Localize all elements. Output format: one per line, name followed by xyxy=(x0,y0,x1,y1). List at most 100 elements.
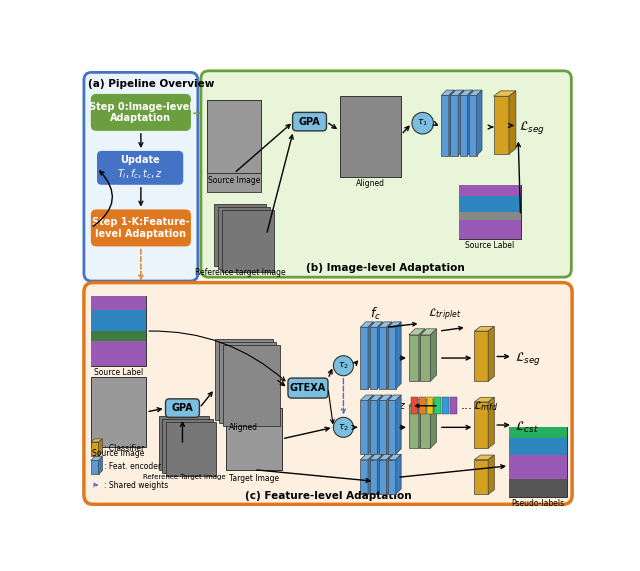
Polygon shape xyxy=(387,395,392,455)
Bar xyxy=(411,397,418,414)
Bar xyxy=(509,438,566,455)
Text: GPA: GPA xyxy=(299,116,321,127)
Text: ...: ... xyxy=(460,399,472,412)
Polygon shape xyxy=(409,335,419,381)
Text: Source Image: Source Image xyxy=(208,175,260,184)
Polygon shape xyxy=(509,91,516,154)
Polygon shape xyxy=(91,442,99,456)
Text: Step 1-K:Feature-
level Adaptation: Step 1-K:Feature- level Adaptation xyxy=(92,217,189,239)
Polygon shape xyxy=(379,395,392,400)
Text: Source Label: Source Label xyxy=(94,368,143,377)
Polygon shape xyxy=(441,90,454,95)
Text: $\tau_2$: $\tau_2$ xyxy=(338,422,349,433)
Polygon shape xyxy=(360,322,373,327)
Polygon shape xyxy=(387,322,392,389)
Polygon shape xyxy=(488,397,494,448)
Bar xyxy=(227,408,282,470)
Text: $\mathcal{L}_{mfd}$: $\mathcal{L}_{mfd}$ xyxy=(473,399,498,413)
Polygon shape xyxy=(493,91,516,96)
Polygon shape xyxy=(369,400,378,455)
Text: Source Label: Source Label xyxy=(465,241,515,250)
Polygon shape xyxy=(368,322,373,389)
Polygon shape xyxy=(379,327,387,389)
FancyBboxPatch shape xyxy=(84,283,572,504)
Polygon shape xyxy=(396,322,401,389)
Polygon shape xyxy=(369,460,378,494)
FancyBboxPatch shape xyxy=(166,399,200,417)
Polygon shape xyxy=(458,90,463,155)
Polygon shape xyxy=(396,395,401,455)
Polygon shape xyxy=(477,90,482,155)
Polygon shape xyxy=(91,439,102,442)
Text: (a) Pipeline Overview: (a) Pipeline Overview xyxy=(88,79,214,89)
Polygon shape xyxy=(369,395,383,400)
Polygon shape xyxy=(388,395,401,400)
Text: Reference Target Image: Reference Target Image xyxy=(143,475,225,480)
Polygon shape xyxy=(387,455,392,494)
Text: (c) Feature-level Adaptation: (c) Feature-level Adaptation xyxy=(244,491,412,501)
Text: GTEXA: GTEXA xyxy=(290,383,326,393)
Polygon shape xyxy=(431,400,436,448)
Polygon shape xyxy=(360,460,368,494)
Polygon shape xyxy=(451,90,463,95)
Bar xyxy=(207,100,261,173)
FancyBboxPatch shape xyxy=(91,94,191,131)
Polygon shape xyxy=(378,322,383,389)
Polygon shape xyxy=(91,457,102,460)
Polygon shape xyxy=(493,96,509,154)
Polygon shape xyxy=(474,402,488,448)
Bar xyxy=(509,455,566,479)
Bar xyxy=(459,185,520,239)
Polygon shape xyxy=(420,406,431,448)
Polygon shape xyxy=(488,455,494,494)
Bar xyxy=(419,397,426,414)
Polygon shape xyxy=(420,400,436,406)
Bar xyxy=(509,479,566,497)
Circle shape xyxy=(333,356,353,376)
Bar xyxy=(459,196,520,212)
Polygon shape xyxy=(474,327,494,331)
Polygon shape xyxy=(388,327,396,389)
Text: Pseudo-labels: Pseudo-labels xyxy=(511,499,564,508)
Text: (b) Image-level Adaptation: (b) Image-level Adaptation xyxy=(307,263,465,274)
Polygon shape xyxy=(474,331,488,381)
Circle shape xyxy=(333,417,353,437)
Polygon shape xyxy=(474,397,494,402)
Text: Source Image: Source Image xyxy=(92,449,145,458)
Bar xyxy=(459,185,520,196)
Polygon shape xyxy=(419,400,425,448)
Polygon shape xyxy=(360,395,373,400)
Bar xyxy=(207,119,261,192)
Text: $\mathcal{L}_{cst}$: $\mathcal{L}_{cst}$ xyxy=(515,420,539,435)
Polygon shape xyxy=(388,455,401,460)
Bar xyxy=(509,427,566,438)
Polygon shape xyxy=(368,455,373,494)
Text: $f_c$: $f_c$ xyxy=(370,305,381,322)
Bar xyxy=(91,331,147,341)
FancyBboxPatch shape xyxy=(97,151,183,185)
Polygon shape xyxy=(431,329,436,381)
Text: $z$: $z$ xyxy=(399,401,406,411)
Polygon shape xyxy=(467,90,473,155)
Bar xyxy=(91,310,147,331)
Polygon shape xyxy=(441,95,449,155)
Polygon shape xyxy=(419,329,425,381)
Polygon shape xyxy=(474,460,488,494)
Text: $\mathcal{L}_{triplet}$: $\mathcal{L}_{triplet}$ xyxy=(428,307,461,323)
FancyBboxPatch shape xyxy=(84,73,198,281)
Polygon shape xyxy=(460,95,467,155)
Bar xyxy=(218,207,270,269)
Polygon shape xyxy=(360,400,368,455)
Bar xyxy=(459,220,520,239)
Text: GPA: GPA xyxy=(172,403,193,413)
Bar xyxy=(509,427,566,497)
Polygon shape xyxy=(378,395,383,455)
Polygon shape xyxy=(474,455,494,460)
Bar xyxy=(214,204,266,266)
Bar xyxy=(427,397,433,414)
Polygon shape xyxy=(420,329,436,335)
Bar xyxy=(91,377,147,447)
Polygon shape xyxy=(409,406,419,448)
Text: Update
$T_i, f_c, t_c, z$: Update $T_i, f_c, t_c, z$ xyxy=(117,155,163,181)
Bar xyxy=(221,210,274,272)
